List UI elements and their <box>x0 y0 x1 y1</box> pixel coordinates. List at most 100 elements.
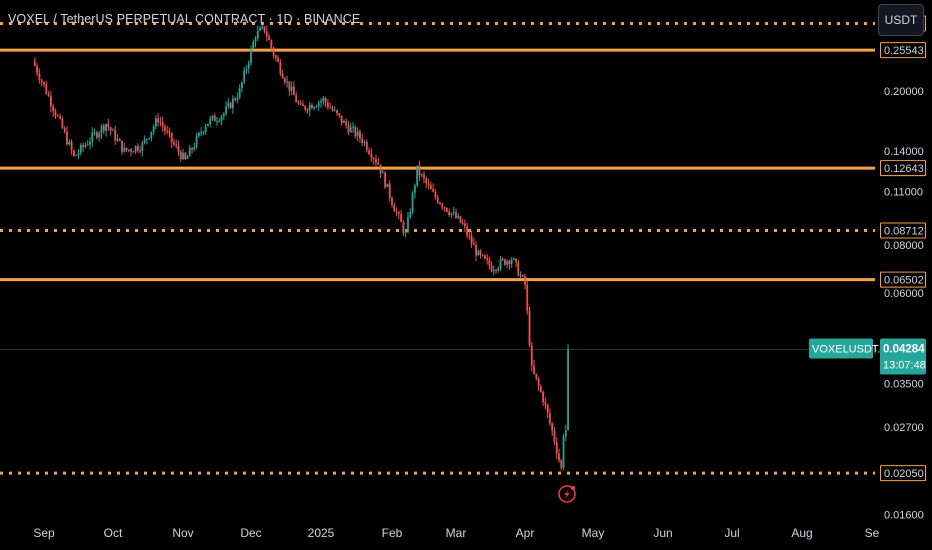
candle <box>359 129 361 143</box>
candle <box>143 135 146 145</box>
y-tick-label: 0.14000 <box>884 146 924 158</box>
candle <box>263 26 266 34</box>
candle <box>256 25 259 42</box>
candle <box>182 148 184 160</box>
candle <box>274 54 277 62</box>
candle <box>425 176 428 189</box>
candle <box>481 254 484 257</box>
candle <box>434 189 437 200</box>
currency-button[interactable]: USDT <box>878 4 924 36</box>
candle <box>340 115 343 126</box>
candle <box>544 397 547 410</box>
candle <box>409 208 412 219</box>
candle <box>33 57 36 67</box>
candle <box>501 257 504 262</box>
candle <box>311 102 313 109</box>
candle <box>241 81 243 93</box>
candle <box>231 95 234 114</box>
candle <box>109 126 112 136</box>
candle <box>47 91 50 97</box>
level-price-tag: 0.08712 <box>880 222 926 239</box>
candle <box>202 130 205 136</box>
candle <box>331 105 334 112</box>
candle <box>52 103 55 117</box>
candle <box>457 213 460 220</box>
candle <box>386 183 389 188</box>
candle <box>553 426 556 446</box>
candlestick-series <box>33 24 569 471</box>
candle <box>268 33 270 41</box>
candle <box>375 154 377 167</box>
candle <box>402 220 405 236</box>
candle <box>315 104 318 108</box>
candle <box>336 109 338 116</box>
candle <box>363 139 366 147</box>
candle <box>407 211 409 234</box>
candle <box>391 196 393 208</box>
candle <box>468 230 471 240</box>
candle <box>510 256 513 268</box>
candle <box>333 106 336 112</box>
candle <box>521 274 524 278</box>
candle <box>238 84 241 100</box>
level-price-tag: 0.02050 <box>880 465 926 482</box>
event-lightning-icon[interactable] <box>558 485 576 503</box>
candle <box>259 25 261 32</box>
candle <box>279 59 282 77</box>
candle <box>164 123 166 136</box>
candle <box>470 230 473 248</box>
candle <box>455 208 457 219</box>
svg-text:0.12643: 0.12643 <box>884 163 924 175</box>
candle <box>306 108 309 114</box>
x-tick-label: Mar <box>446 526 467 540</box>
candle <box>79 143 82 156</box>
candle <box>229 101 232 109</box>
candle <box>173 138 175 147</box>
candle <box>193 142 196 152</box>
candle <box>247 60 250 74</box>
candle <box>441 202 444 211</box>
x-tick-label: Sep <box>33 526 55 540</box>
countdown-timer: 13:07:48 <box>883 360 926 372</box>
svg-text:0.04284: 0.04284 <box>883 344 925 356</box>
candle <box>488 256 491 270</box>
candle <box>59 113 61 120</box>
candle <box>82 142 84 153</box>
candle <box>555 437 558 460</box>
candle <box>539 384 542 393</box>
candle <box>361 133 364 147</box>
candle <box>302 100 304 107</box>
candle <box>564 424 567 441</box>
candle <box>418 160 421 182</box>
candle <box>343 119 345 124</box>
candle <box>63 126 66 134</box>
candle <box>43 81 45 88</box>
candle <box>107 118 110 131</box>
candle <box>168 127 171 138</box>
x-tick-label: Dec <box>240 526 261 540</box>
candle <box>77 148 80 159</box>
candle <box>86 140 89 146</box>
candle <box>211 115 214 121</box>
candle <box>542 390 545 406</box>
candle <box>504 258 506 266</box>
time-axis[interactable]: Sep Oct Nov Dec 2025 Feb Mar Apr May Jun Jul Aug Se <box>33 526 879 540</box>
candle <box>404 228 407 238</box>
level-price-tag: 0.06502 <box>880 271 926 288</box>
candle <box>324 96 327 108</box>
candle <box>293 81 295 96</box>
candle <box>486 253 489 265</box>
candle <box>461 219 464 225</box>
candle <box>524 273 526 290</box>
candle <box>105 123 107 137</box>
candle <box>270 39 273 51</box>
candle <box>506 259 509 269</box>
candle <box>166 125 169 135</box>
candle <box>439 201 441 205</box>
symbol-tag: VOXELUSDT.P <box>809 338 888 359</box>
candle <box>558 448 560 463</box>
candle <box>114 125 117 145</box>
candle <box>299 99 302 106</box>
candle <box>490 261 493 273</box>
